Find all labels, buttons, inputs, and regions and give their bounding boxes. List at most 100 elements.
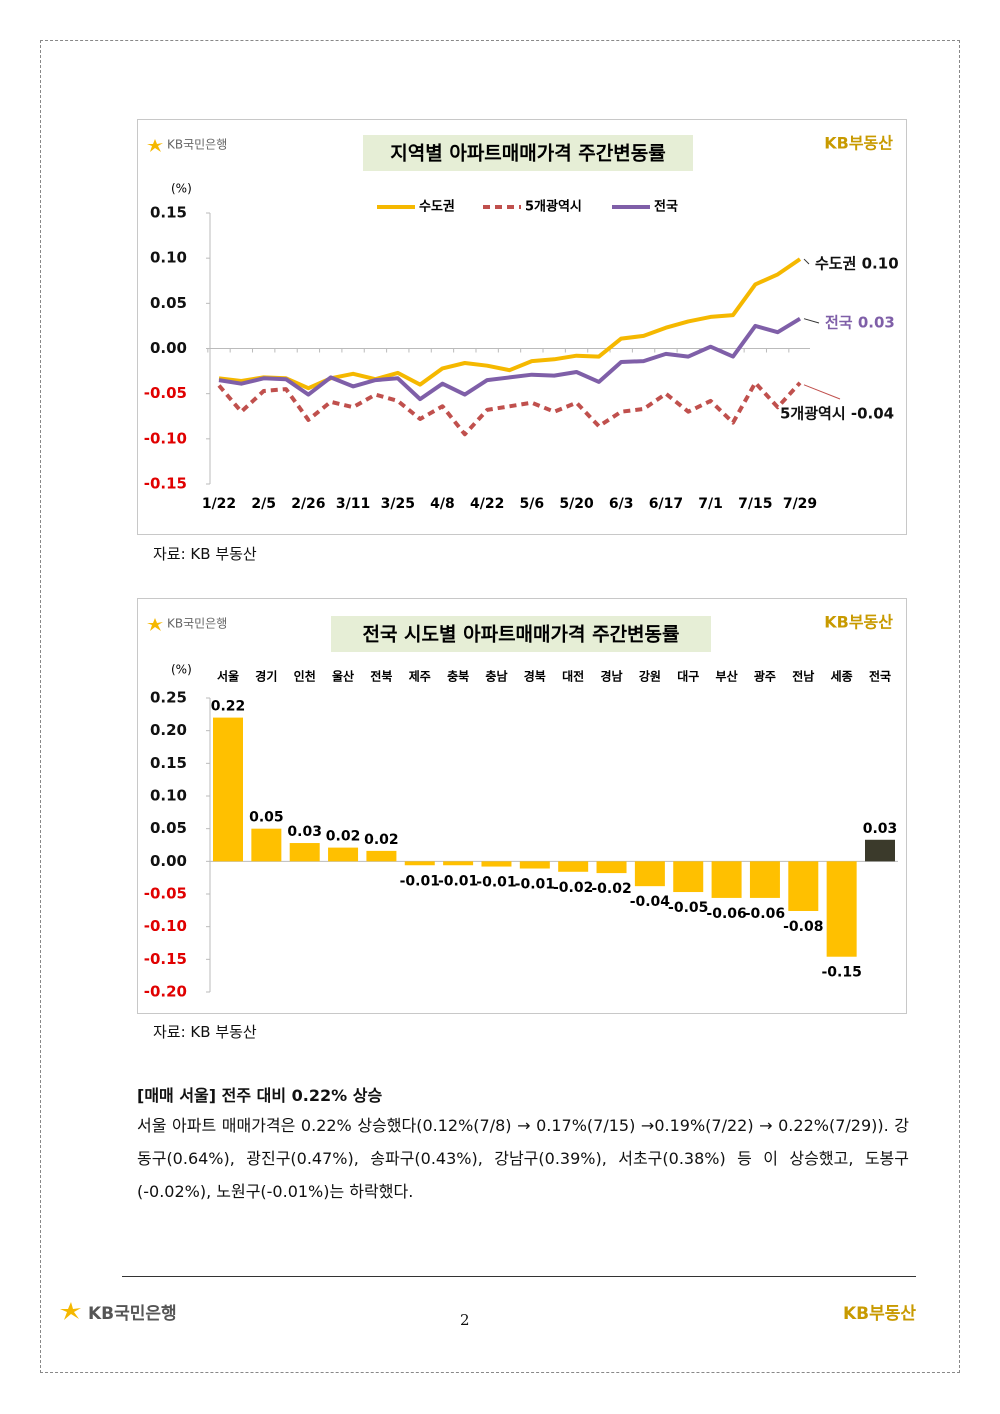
category-label: 충남 (485, 669, 507, 684)
title-box (331, 616, 711, 652)
category-label: 경북 (524, 670, 546, 684)
value-label: -0.05 (668, 900, 708, 916)
x-tick-label: 6/17 (649, 496, 683, 512)
x-tick-label: 2/5 (251, 496, 276, 512)
bar (366, 850, 397, 862)
x-tick-label: 6/3 (609, 496, 634, 512)
value-label: 0.22 (211, 699, 246, 715)
chart-logo-right: KB부동산 (824, 134, 893, 153)
y-tick-label: 0.00 (150, 339, 187, 357)
category-label: 제주 (409, 670, 431, 684)
value-label: -0.02 (553, 880, 593, 896)
source-note: 자료: KB 부동산 (153, 545, 257, 563)
legend-label: 수도권 (419, 200, 455, 215)
legend-label: 5개광역시 (525, 199, 582, 215)
value-label: 0.03 (863, 821, 898, 837)
value-label: -0.15 (821, 965, 861, 981)
footer-logo-left: KB국민은행 (88, 1304, 177, 1324)
y-unit: (%) (171, 663, 192, 677)
series-line (218, 257, 802, 391)
y-tick-label: -0.10 (144, 429, 187, 447)
chart-logo-left: KB국민은행 (167, 137, 227, 152)
value-label: -0.04 (630, 894, 671, 910)
x-tick-label: 3/25 (381, 496, 415, 512)
x-tick-label: 5/20 (559, 496, 594, 512)
category-label: 서울 (217, 669, 239, 684)
bar (251, 828, 282, 862)
x-tick-label: 7/1 (698, 496, 723, 512)
x-tick-label: 1/22 (202, 496, 236, 512)
chart-logo-left: KB국민은행 (167, 616, 227, 631)
legend-label: 전국 (654, 199, 678, 215)
body-paragraph: 서울 아파트 매매가격은 0.22% 상승했다(0.12%(7/8) → 0.1… (137, 1116, 909, 1201)
y-tick-label: -0.15 (144, 475, 187, 493)
leader-line (803, 258, 810, 265)
x-tick-label: 5/6 (520, 496, 545, 512)
value-label: -0.02 (591, 881, 631, 897)
logo-icon (60, 1302, 81, 1320)
bar (558, 861, 589, 872)
category-label: 충북 (447, 669, 469, 684)
section-heading: [매매 서울] 전주 대비 0.22% 상승 (137, 1086, 383, 1105)
logo-icon (147, 139, 163, 152)
y-tick-label: -0.15 (144, 950, 187, 968)
y-tick-label: 0.25 (150, 689, 187, 707)
y-tick-label: 0.10 (150, 249, 187, 267)
bar (289, 843, 320, 862)
title-box (363, 135, 693, 171)
y-tick-label: -0.05 (144, 885, 187, 903)
x-tick-label: 2/26 (291, 496, 325, 512)
x-tick-label: 7/29 (783, 496, 817, 512)
logo-icon (147, 618, 163, 631)
bar-chart: 전국 시도별 아파트매매가격 주간변동률 KB국민은행 KB부동산 (%) 0.25 0.… (137, 598, 907, 1014)
category-label: 경기 (255, 669, 277, 684)
series-line (218, 316, 802, 402)
bar (213, 717, 243, 862)
category-label: 세종 (831, 669, 853, 684)
category-label: 부산 (716, 669, 738, 684)
bar (826, 861, 857, 957)
y-tick-label: 0.20 (150, 721, 187, 739)
y-tick-label: -0.20 (144, 983, 187, 1001)
category-label: 광주 (754, 669, 776, 684)
footer-rule (122, 1276, 916, 1277)
line-chart: 지역별 아파트매매가격 주간변동률 KB국민은행 KB부동산 (%) 0.15 0.10 0… (137, 119, 907, 535)
value-label: -0.06 (745, 906, 785, 922)
leader-line (803, 318, 820, 324)
category-label: 대구 (677, 670, 699, 684)
chart-frame (137, 598, 907, 1014)
source-note: 자료: KB 부동산 (153, 1023, 257, 1041)
value-label: -0.01 (400, 873, 440, 889)
value-label: 0.02 (364, 832, 399, 848)
value-label: 0.02 (326, 829, 361, 845)
series-end-label: 수도권 0.10 (815, 255, 899, 273)
category-label: 전북 (370, 669, 392, 684)
y-tick-label: 0.05 (150, 819, 187, 837)
y-tick-label: -0.10 (144, 917, 187, 935)
x-tick-label: 7/15 (738, 496, 772, 512)
page-number: 2 (460, 1311, 470, 1329)
y-tick-label: -0.05 (144, 384, 187, 402)
bar (749, 861, 780, 898)
x-tick-label: 3/11 (336, 496, 370, 512)
value-label: 0.03 (287, 824, 322, 840)
category-label: 인천 (294, 669, 316, 684)
leader-line (803, 384, 841, 400)
category-label: 경남 (600, 669, 622, 684)
bar (865, 839, 895, 862)
bar (443, 861, 474, 866)
y-tick-label: 0.15 (150, 204, 187, 222)
value-label: -0.01 (515, 877, 555, 893)
bar (711, 861, 742, 898)
value-label: -0.01 (438, 873, 478, 889)
bar (596, 861, 627, 874)
y-tick-label: 0.00 (150, 852, 187, 870)
category-label: 강원 (639, 670, 661, 684)
category-label: 전남 (792, 669, 814, 684)
bar (673, 861, 704, 893)
y-tick-label: 0.05 (150, 294, 187, 312)
value-label: -0.08 (783, 919, 823, 935)
bar (634, 861, 665, 887)
bar (481, 861, 512, 867)
y-tick-label: 0.15 (150, 754, 187, 772)
